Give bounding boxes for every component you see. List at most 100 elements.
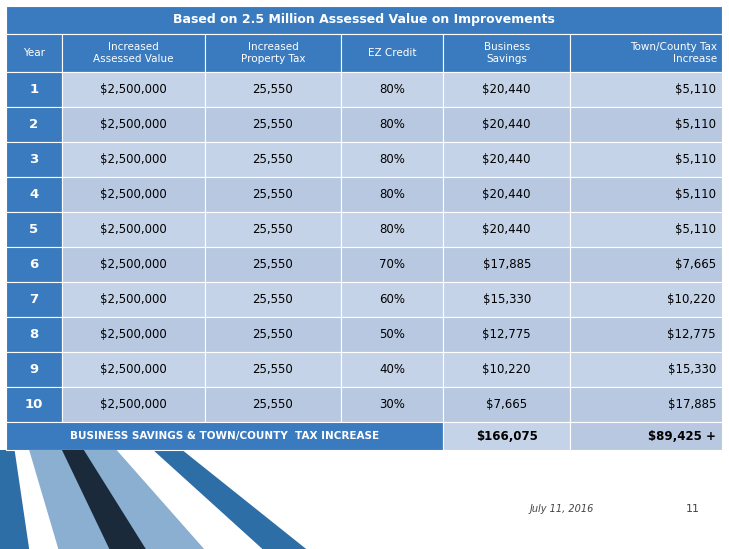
Bar [570, 317, 722, 352]
Bar [340, 177, 443, 212]
Text: 5: 5 [29, 223, 39, 236]
Bar [340, 247, 443, 282]
Bar [6, 352, 62, 387]
Polygon shape [15, 450, 262, 549]
Bar [6, 142, 62, 177]
Text: 50%: 50% [379, 328, 405, 341]
Text: 25,550: 25,550 [252, 83, 293, 96]
Text: 80%: 80% [379, 118, 405, 131]
Bar [6, 72, 62, 107]
Bar [206, 34, 340, 72]
Text: $15,330: $15,330 [668, 363, 716, 376]
Bar [443, 387, 570, 422]
Bar [570, 212, 722, 247]
Bar [340, 212, 443, 247]
Text: $5,110: $5,110 [675, 188, 716, 201]
Bar [443, 142, 570, 177]
Text: 25,550: 25,550 [252, 258, 293, 271]
Bar [206, 317, 340, 352]
Text: EZ Credit: EZ Credit [367, 48, 416, 58]
Bar [570, 34, 722, 72]
Bar [62, 282, 206, 317]
Text: 25,550: 25,550 [252, 328, 293, 341]
Text: $7,665: $7,665 [486, 398, 527, 411]
Bar [206, 107, 340, 142]
Text: $2,500,000: $2,500,000 [100, 328, 167, 341]
Bar [570, 107, 722, 142]
Bar [62, 352, 206, 387]
Text: $12,775: $12,775 [483, 328, 531, 341]
Text: 80%: 80% [379, 223, 405, 236]
Text: 25,550: 25,550 [252, 118, 293, 131]
Bar [62, 247, 206, 282]
Text: 10: 10 [25, 398, 43, 411]
Bar [62, 142, 206, 177]
Bar [6, 282, 62, 317]
Text: $17,885: $17,885 [483, 258, 531, 271]
Bar [443, 422, 570, 450]
Text: Town/County Tax
Increase: Town/County Tax Increase [630, 42, 717, 64]
Bar [443, 72, 570, 107]
Bar [340, 282, 443, 317]
Text: 1: 1 [29, 83, 39, 96]
Bar [340, 34, 443, 72]
Text: $2,500,000: $2,500,000 [100, 153, 167, 166]
Bar [62, 177, 206, 212]
Text: $20,440: $20,440 [483, 153, 531, 166]
Text: July 11, 2016: July 11, 2016 [529, 505, 593, 514]
Text: 11: 11 [686, 505, 700, 514]
Bar [6, 6, 722, 34]
Bar [340, 387, 443, 422]
Text: 7: 7 [29, 293, 39, 306]
Bar [206, 72, 340, 107]
Text: Year: Year [23, 48, 45, 58]
Bar [570, 387, 722, 422]
Text: $2,500,000: $2,500,000 [100, 293, 167, 306]
Text: Increased
Assessed Value: Increased Assessed Value [93, 42, 174, 64]
Text: 80%: 80% [379, 188, 405, 201]
Bar [340, 352, 443, 387]
Text: $20,440: $20,440 [483, 118, 531, 131]
Text: Based on 2.5 Million Assessed Value on Improvements: Based on 2.5 Million Assessed Value on I… [173, 14, 555, 26]
Text: $15,330: $15,330 [483, 293, 531, 306]
Text: $12,775: $12,775 [667, 328, 716, 341]
Text: 70%: 70% [379, 258, 405, 271]
Text: $89,425 +: $89,425 + [648, 429, 716, 442]
Polygon shape [0, 450, 306, 549]
Bar [340, 317, 443, 352]
Bar [443, 317, 570, 352]
Bar [6, 317, 62, 352]
Text: 25,550: 25,550 [252, 153, 293, 166]
Bar [570, 352, 722, 387]
Text: Increased
Property Tax: Increased Property Tax [241, 42, 305, 64]
Bar [443, 212, 570, 247]
Bar [443, 282, 570, 317]
Bar [206, 282, 340, 317]
Bar [206, 212, 340, 247]
Text: 2: 2 [29, 118, 39, 131]
Text: 80%: 80% [379, 83, 405, 96]
Text: $2,500,000: $2,500,000 [100, 223, 167, 236]
Bar [62, 317, 206, 352]
Text: 4: 4 [29, 188, 39, 201]
Text: $2,500,000: $2,500,000 [100, 188, 167, 201]
Bar [6, 212, 62, 247]
Text: $10,220: $10,220 [668, 293, 716, 306]
Bar [6, 422, 443, 450]
Text: $5,110: $5,110 [675, 118, 716, 131]
Bar [6, 177, 62, 212]
Text: 25,550: 25,550 [252, 363, 293, 376]
Text: $10,220: $10,220 [483, 363, 531, 376]
Bar [443, 34, 570, 72]
Text: $5,110: $5,110 [675, 153, 716, 166]
Text: $20,440: $20,440 [483, 188, 531, 201]
Text: 3: 3 [29, 153, 39, 166]
Text: 25,550: 25,550 [252, 223, 293, 236]
Bar [6, 34, 62, 72]
Bar [340, 142, 443, 177]
Text: 25,550: 25,550 [252, 293, 293, 306]
Text: $5,110: $5,110 [675, 83, 716, 96]
Text: $166,075: $166,075 [476, 429, 538, 442]
Bar [206, 142, 340, 177]
Text: 8: 8 [29, 328, 39, 341]
